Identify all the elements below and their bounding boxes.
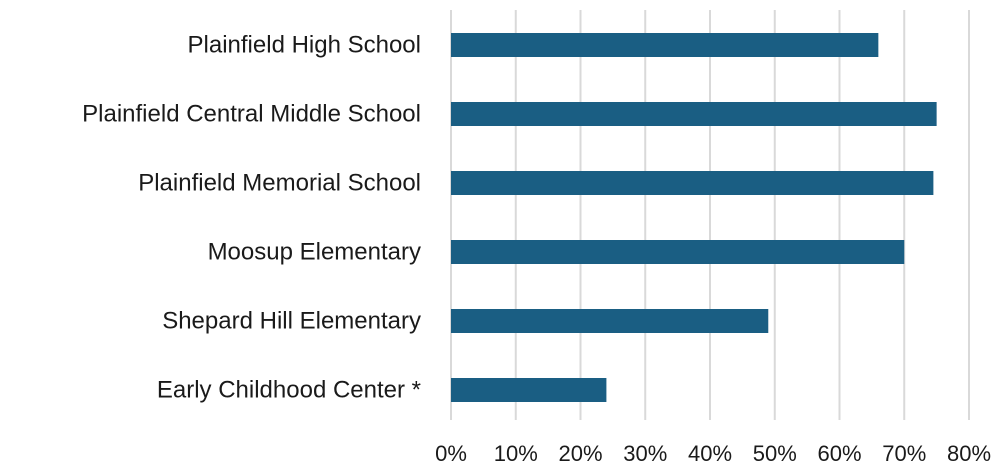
- category-label: Moosup Elementary: [208, 239, 421, 266]
- x-axis-tick-labels: 0% 10% 20% 30% 40% 50% 60% 70% 80%: [435, 441, 991, 466]
- bar: [451, 33, 879, 57]
- category-labels: Plainfield High School Plainfield Central…: [82, 32, 421, 404]
- x-tick-label: 10%: [494, 441, 538, 466]
- x-tick-label: 70%: [882, 441, 926, 466]
- bars: [451, 33, 937, 402]
- category-label: Shepard Hill Elementary: [162, 308, 421, 335]
- bar: [451, 240, 905, 264]
- x-tick-label: 50%: [753, 441, 797, 466]
- category-label: Plainfield Memorial School: [138, 170, 421, 197]
- bar: [451, 171, 934, 195]
- bar: [451, 378, 607, 402]
- gridlines: [450, 10, 970, 420]
- bar: [451, 102, 937, 126]
- x-tick-label: 30%: [623, 441, 667, 466]
- bar: [451, 309, 769, 333]
- x-tick-label: 40%: [688, 441, 732, 466]
- category-label: Plainfield High School: [188, 32, 421, 59]
- x-tick-label: 60%: [817, 441, 861, 466]
- x-tick-label: 20%: [558, 441, 602, 466]
- x-tick-label: 80%: [947, 441, 991, 466]
- category-label: Plainfield Central Middle School: [82, 101, 421, 128]
- category-label: Early Childhood Center *: [157, 377, 421, 404]
- x-tick-label: 0%: [435, 441, 467, 466]
